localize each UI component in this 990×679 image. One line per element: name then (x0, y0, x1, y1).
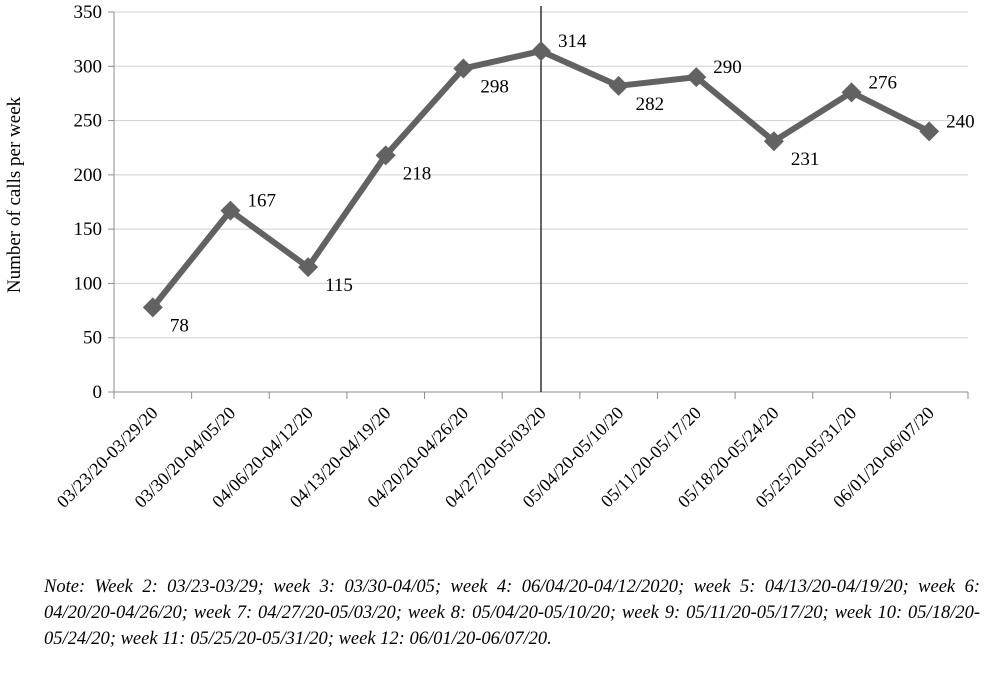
data-labels: 78 167 115 218 298 314 282 290 231 276 240 (170, 31, 975, 336)
figure-note: Note: Week 2: 03/23-03/29; week 3: 03/30… (44, 577, 980, 649)
data-point-marker (142, 297, 163, 318)
data-label: 314 (558, 31, 587, 52)
data-point-marker (453, 58, 474, 79)
y-tick-label: 350 (74, 2, 103, 23)
data-label: 290 (713, 57, 742, 78)
data-label: 276 (869, 72, 898, 93)
axes (108, 11, 969, 399)
data-point-marker (375, 145, 396, 166)
data-point-marker (686, 67, 707, 88)
y-tick-label: 150 (74, 219, 103, 240)
data-point-marker (531, 41, 551, 62)
y-axis-label: Number of calls per week (4, 96, 25, 293)
data-label: 231 (791, 149, 820, 170)
data-point-marker (763, 131, 784, 152)
data-label: 115 (325, 275, 353, 296)
data-label: 78 (170, 315, 189, 336)
y-tick-label: 0 (93, 382, 103, 403)
y-tick-label: 200 (74, 165, 103, 186)
y-tick-label: 100 (74, 273, 103, 294)
data-point-marker (608, 75, 629, 96)
y-tick-labels: 0 50 100 150 200 250 300 350 (74, 2, 103, 403)
data-point-marker (919, 121, 940, 142)
data-markers (142, 41, 940, 318)
y-tick-label: 300 (74, 56, 103, 77)
y-tick-label: 50 (83, 328, 102, 349)
data-point-marker (298, 257, 319, 278)
data-label: 282 (636, 94, 665, 115)
data-point-marker (220, 200, 241, 221)
data-point-marker (841, 82, 862, 103)
x-tick-labels: 03/23/20-03/29/2003/30/20-04/05/2004/06/… (53, 403, 938, 512)
line-chart: 0 50 100 150 200 250 300 350 03/23/20-03/29/200… (4, 2, 975, 512)
y-tick-label: 250 (74, 111, 103, 132)
data-label: 218 (403, 163, 432, 184)
data-label: 298 (480, 76, 509, 97)
data-label: 240 (946, 111, 975, 132)
data-label: 167 (247, 191, 275, 212)
